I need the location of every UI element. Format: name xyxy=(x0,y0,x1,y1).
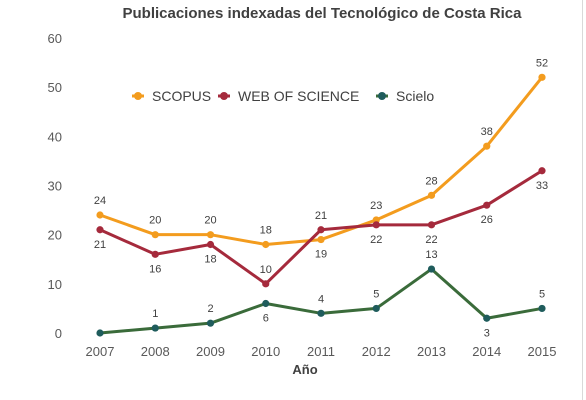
data-point xyxy=(206,231,215,239)
legend-label: Scielo xyxy=(396,88,434,104)
x-tick-label: 2007 xyxy=(86,344,115,359)
data-point xyxy=(262,299,270,308)
y-tick-label: 10 xyxy=(48,277,62,292)
x-tick-label: 2008 xyxy=(141,344,170,359)
data-point xyxy=(317,226,325,234)
data-label: 13 xyxy=(425,249,437,261)
y-tick-label: 60 xyxy=(48,31,62,46)
data-label: 4 xyxy=(318,293,324,305)
data-point xyxy=(538,304,546,313)
data-point xyxy=(427,221,436,229)
legend-label: SCOPUS xyxy=(152,88,211,104)
data-label: 21 xyxy=(94,239,106,251)
data-point xyxy=(538,167,546,175)
legend-swatch-marker xyxy=(378,92,386,100)
data-point xyxy=(538,73,546,81)
x-axis-title: Año xyxy=(292,362,317,377)
y-tick-label: 0 xyxy=(55,326,62,341)
data-label: 2 xyxy=(207,303,213,315)
data-point xyxy=(262,240,270,249)
data-point xyxy=(96,211,104,219)
data-label: 18 xyxy=(204,254,216,266)
data-label: 20 xyxy=(149,215,161,227)
x-tick-label: 2014 xyxy=(472,344,501,359)
data-label: 6 xyxy=(263,313,269,325)
data-point xyxy=(262,280,270,288)
data-point xyxy=(372,221,380,229)
data-point xyxy=(317,309,325,317)
data-point xyxy=(206,240,215,249)
y-tick-label: 20 xyxy=(48,228,62,243)
legend-swatch-marker xyxy=(220,92,228,100)
data-point xyxy=(151,250,159,258)
y-tick-label: 30 xyxy=(48,179,62,194)
data-label: 16 xyxy=(149,263,161,275)
data-label: 20 xyxy=(204,215,216,227)
data-point xyxy=(96,226,104,234)
x-tick-label: 2009 xyxy=(196,344,225,359)
data-label: 5 xyxy=(373,288,379,300)
data-label: 28 xyxy=(425,175,437,187)
data-point xyxy=(483,314,491,322)
data-label: 18 xyxy=(260,225,272,237)
data-point xyxy=(151,324,159,332)
x-tick-label: 2011 xyxy=(307,344,335,359)
data-label: 19 xyxy=(315,249,327,261)
data-label: 3 xyxy=(484,327,490,339)
chart-title: Publicaciones indexadas del Tecnológico … xyxy=(122,5,522,22)
data-label: 5 xyxy=(539,288,545,300)
data-label: 21 xyxy=(315,210,327,222)
data-label: 38 xyxy=(481,126,493,138)
x-axis: 2007 2008 2009 2010 2011 2012 2013 2014 2015 xyxy=(86,344,557,359)
data-label: 10 xyxy=(260,264,272,276)
page-edge-rule xyxy=(582,0,583,400)
y-tick-label: 50 xyxy=(48,80,62,95)
x-tick-label: 2010 xyxy=(251,344,280,359)
data-label: 22 xyxy=(425,234,437,246)
data-point xyxy=(427,191,436,199)
y-axis: 0 10 20 30 40 50 60 xyxy=(48,31,62,341)
data-point xyxy=(483,201,491,209)
data-point xyxy=(96,329,104,337)
data-point xyxy=(151,231,159,239)
x-tick-label: 2012 xyxy=(362,344,391,359)
legend-swatch-marker xyxy=(134,92,142,100)
data-point xyxy=(372,304,380,313)
x-tick-label: 2013 xyxy=(417,344,446,359)
data-label: 23 xyxy=(370,200,382,212)
data-label: 26 xyxy=(481,214,493,226)
data-point xyxy=(427,265,436,273)
data-label: 33 xyxy=(536,180,548,192)
series-layer xyxy=(96,73,546,337)
data-point xyxy=(317,235,325,244)
y-tick-label: 40 xyxy=(48,129,62,144)
data-point xyxy=(483,142,491,150)
data-label: 22 xyxy=(370,234,382,246)
data-label: 1 xyxy=(152,308,158,320)
data-label: 24 xyxy=(94,195,106,207)
legend-label: WEB OF SCIENCE xyxy=(238,88,359,104)
x-tick-label: 2015 xyxy=(528,344,557,359)
data-label: 52 xyxy=(536,57,548,69)
legend: SCOPUS WEB OF SCIENCE Scielo xyxy=(132,88,434,104)
data-point xyxy=(206,319,215,327)
